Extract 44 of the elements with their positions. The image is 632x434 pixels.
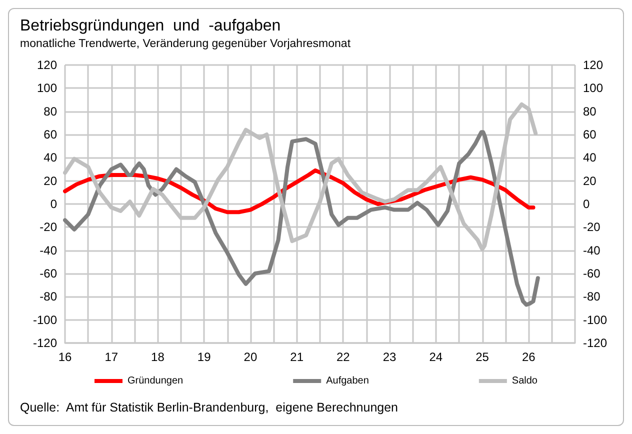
y2-tick-label: 0 xyxy=(583,197,590,211)
y-tick-label: 0 xyxy=(50,197,58,211)
y2-tick-label: -80 xyxy=(583,290,601,304)
y-tick-label: 120 xyxy=(36,58,58,72)
y2-tick-label: 60 xyxy=(583,128,597,142)
y2-tick-label: -100 xyxy=(583,312,608,327)
line-series xyxy=(63,130,540,307)
x-tick-label: 20 xyxy=(244,350,258,364)
y-tick-label: 20 xyxy=(44,174,58,188)
chart-subtitle: monatliche Trendwerte, Veränderung gegenüber Vorjahresmonat xyxy=(20,38,352,50)
legend-label: Saldo xyxy=(512,376,538,386)
chart-title: Betriebsgründungen und -aufgaben xyxy=(20,18,281,34)
x-tick-label: 26 xyxy=(522,350,536,364)
y-tick-label: -40 xyxy=(40,243,58,258)
x-tick-label: 17 xyxy=(104,350,118,364)
y2-tick-label: -20 xyxy=(583,220,601,234)
y2-tick-label: 120 xyxy=(583,58,604,72)
y2-tick-label: 40 xyxy=(583,150,597,165)
y-tick-label: 80 xyxy=(44,104,58,118)
y-tick-label: -100 xyxy=(32,312,58,327)
x-tick-label: 21 xyxy=(290,350,304,364)
y2-tick-label: -60 xyxy=(583,266,601,280)
x-tick-label: 23 xyxy=(382,350,397,364)
x-tick-label: 16 xyxy=(58,350,72,364)
y-tick-label: -20 xyxy=(40,220,58,234)
y2-tick-label: 80 xyxy=(583,104,597,118)
x-tick-label: 18 xyxy=(151,350,165,364)
x-tick-label: 25 xyxy=(476,350,490,364)
y-tick-label: 60 xyxy=(44,128,58,142)
x-tick-label: 24 xyxy=(429,350,443,364)
y-tick-label: 100 xyxy=(36,81,58,96)
x-tick-label: 19 xyxy=(197,350,212,364)
x-tick-label: 22 xyxy=(336,350,350,364)
y-tick-label: -120 xyxy=(32,336,58,350)
y2-tick-label: -120 xyxy=(583,336,608,350)
legend-label: Gründungen xyxy=(128,376,184,386)
y-tick-label: 40 xyxy=(44,150,58,165)
y-tick-label: -80 xyxy=(40,290,58,304)
y2-tick-label: -40 xyxy=(583,243,601,258)
legend-label: Aufgaben xyxy=(326,376,369,386)
y2-tick-label: 20 xyxy=(583,174,597,188)
y2-tick-label: 100 xyxy=(583,81,604,96)
source-note: Quelle: Amt für Statistik Berlin-Brandenburg, eigene Berechnungen xyxy=(20,400,398,414)
y-tick-label: -60 xyxy=(40,266,58,280)
